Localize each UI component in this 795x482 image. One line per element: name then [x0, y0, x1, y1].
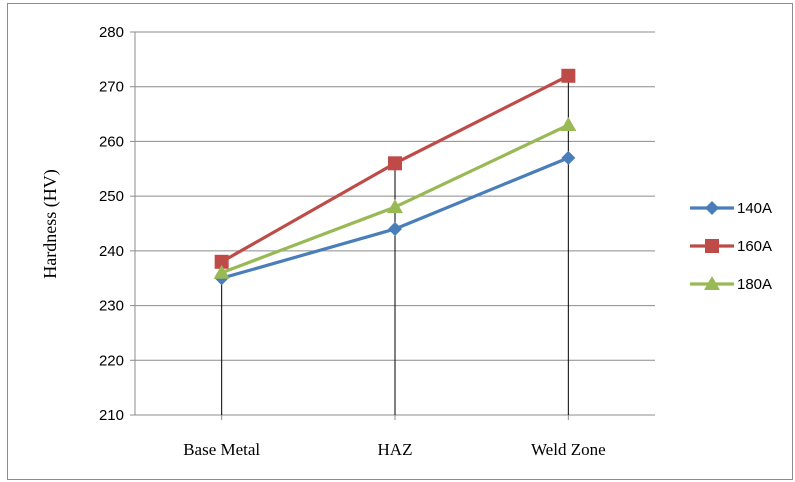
- legend-marker: [705, 239, 719, 253]
- y-tick-label: 280: [99, 24, 124, 41]
- legend-label: 140A: [737, 200, 772, 217]
- x-tick-label: Base Metal: [183, 440, 260, 459]
- x-tick-label: Weld Zone: [531, 440, 606, 459]
- data-point: [214, 254, 229, 269]
- y-tick-label: 270: [99, 79, 124, 96]
- axis-labels: 210 220 230 240 250 260 270 280 Base Metal HAZ Wel…: [99, 24, 606, 459]
- y-tick-label: 210: [99, 407, 124, 424]
- legend-item: 160A: [690, 238, 772, 255]
- drop-lines: [221, 75, 569, 415]
- series-180a: [213, 117, 577, 279]
- legend: 140A 160A 180A: [690, 200, 772, 293]
- y-tick-label: 230: [99, 298, 124, 315]
- legend-label: 180A: [737, 276, 772, 293]
- series-160a: [214, 68, 576, 269]
- legend-item: 180A: [690, 276, 772, 293]
- series: [213, 68, 577, 286]
- y-tick-label: 250: [99, 188, 124, 205]
- data-point: [387, 199, 403, 214]
- chart-frame: [7, 3, 793, 480]
- y-tick-label: 260: [99, 133, 124, 150]
- data-point: [388, 221, 402, 236]
- data-point: [560, 117, 577, 132]
- data-point: [561, 68, 576, 83]
- legend-marker: [704, 276, 720, 290]
- data-point: [561, 150, 576, 165]
- x-tick-label: HAZ: [378, 440, 413, 459]
- data-point: [213, 264, 230, 279]
- data-point: [388, 156, 402, 171]
- legend-marker: [705, 201, 719, 215]
- legend-item: 140A: [690, 200, 772, 217]
- legend-label: 160A: [737, 238, 772, 255]
- y-tick-label: 240: [99, 243, 124, 260]
- y-tick-label: 220: [99, 352, 124, 369]
- y-axis-title: Hardness (HV): [40, 169, 61, 278]
